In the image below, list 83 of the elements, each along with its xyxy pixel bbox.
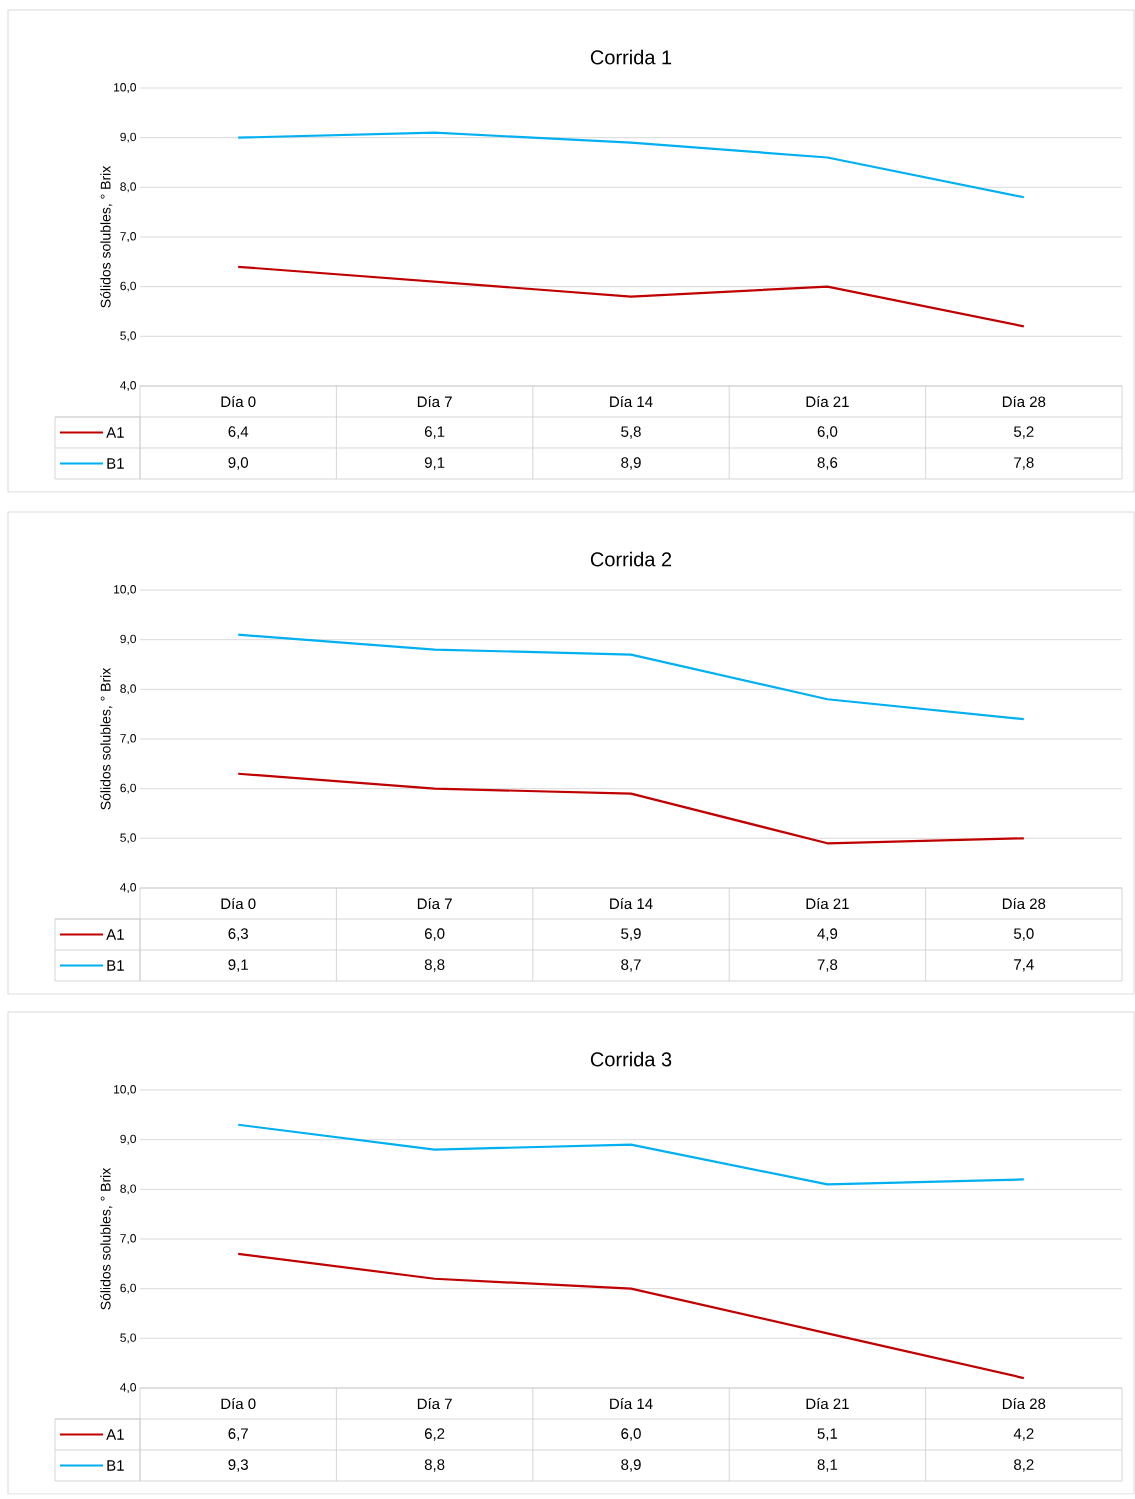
y-tick-label: 10,0 <box>114 585 136 595</box>
y-tick-label: 8,0 <box>120 182 137 193</box>
legend-label: B1 <box>107 458 124 469</box>
x-tick-label: Día 14 <box>610 1397 653 1410</box>
x-tick-label: Día 14 <box>610 897 653 910</box>
y-axis-title: Sólidos solubles, ° Brix <box>100 165 113 308</box>
data-label: 9,1 <box>228 959 248 972</box>
data-label: 7,8 <box>817 959 838 972</box>
x-tick-label: Día 21 <box>806 897 849 910</box>
data-label: 8,8 <box>424 959 445 972</box>
data-label: 9,0 <box>228 457 249 470</box>
y-tick-label: 4,0 <box>120 1383 137 1393</box>
data-label: 5,8 <box>621 426 641 439</box>
data-label: 8,2 <box>1014 1459 1034 1472</box>
y-tick-label: 7,0 <box>120 232 137 242</box>
y-tick-label: 10,0 <box>114 83 136 93</box>
y-tick-label: 9,0 <box>120 132 137 143</box>
y-tick-label: 6,0 <box>120 281 137 292</box>
y-tick-label: 9,0 <box>120 634 137 645</box>
data-label: 5,9 <box>621 928 641 941</box>
data-label: 6,1 <box>424 426 445 439</box>
data-label: 8,8 <box>424 1459 445 1472</box>
data-label: 7,8 <box>1014 457 1034 470</box>
legend-label: A1 <box>106 929 124 940</box>
data-label: 7,4 <box>1014 959 1034 972</box>
data-label: 9,3 <box>228 1459 248 1472</box>
y-tick-label: 5,0 <box>120 331 137 342</box>
data-label: 6,0 <box>424 928 445 941</box>
y-tick-label: 10,0 <box>114 1085 136 1095</box>
x-tick-label: Día 0 <box>221 1397 256 1410</box>
line-series <box>237 772 1025 845</box>
data-label: 9,1 <box>424 457 445 470</box>
data-label: 4,9 <box>817 928 838 941</box>
data-label: 8,9 <box>621 457 641 470</box>
x-tick-label: Día 28 <box>1002 395 1046 408</box>
data-label: 5,1 <box>817 1428 838 1441</box>
y-tick-label: 5,0 <box>120 833 137 844</box>
y-tick-label: 7,0 <box>120 734 137 744</box>
data-label: 6,3 <box>228 928 248 941</box>
x-tick-label: Día 14 <box>610 395 653 408</box>
y-tick-label: 8,0 <box>120 684 137 695</box>
x-tick-label: Día 21 <box>806 395 849 408</box>
data-label: 6,2 <box>424 1428 445 1441</box>
y-tick-label: 5,0 <box>120 1333 137 1344</box>
x-tick-label: Día 21 <box>806 1397 849 1410</box>
line-series <box>237 1123 1025 1186</box>
y-tick-label: 7,0 <box>120 1234 137 1244</box>
data-label: 8,6 <box>817 457 838 470</box>
y-axis-title: Sólidos solubles, ° Brix <box>100 1167 113 1310</box>
x-tick-label: Día 0 <box>221 897 256 910</box>
data-label: 8,7 <box>621 959 641 972</box>
x-tick-label: Día 7 <box>417 1397 452 1410</box>
line-series <box>237 1252 1025 1380</box>
line-series <box>237 633 1025 721</box>
y-tick-label: 6,0 <box>120 783 137 794</box>
data-label: 6,0 <box>621 1428 641 1441</box>
y-tick-label: 4,0 <box>120 381 137 391</box>
data-label: 6,0 <box>817 426 838 439</box>
x-tick-label: Día 7 <box>417 395 452 408</box>
data-label: 4,2 <box>1013 1428 1034 1441</box>
y-axis-title: Sólidos solubles, ° Brix <box>100 667 113 810</box>
legend-label: B1 <box>107 1460 124 1471</box>
data-label: 6,4 <box>228 426 249 439</box>
y-tick-label: 4,0 <box>120 883 137 893</box>
x-tick-label: Día 7 <box>417 897 452 910</box>
data-label: 8,9 <box>621 1459 641 1472</box>
data-label: 6,7 <box>228 1428 248 1441</box>
chart-title: Corrida 3 <box>590 1051 672 1067</box>
legend-label: B1 <box>107 960 124 971</box>
chart-title: Corrida 1 <box>590 49 672 65</box>
data-label: 5,2 <box>1013 426 1034 439</box>
chart-title: Corrida 2 <box>590 551 672 567</box>
x-tick-label: Día 0 <box>221 395 256 408</box>
legend-label: A1 <box>106 1429 124 1440</box>
line-series <box>237 131 1025 199</box>
data-label: 8,1 <box>817 1459 838 1472</box>
y-tick-label: 8,0 <box>120 1184 137 1195</box>
y-tick-label: 6,0 <box>120 1283 137 1294</box>
legend-label: A1 <box>106 427 124 438</box>
y-tick-label: 9,0 <box>120 1134 137 1145</box>
data-label: 5,0 <box>1013 928 1034 941</box>
x-tick-label: Día 28 <box>1002 897 1046 910</box>
x-tick-label: Día 28 <box>1002 1397 1046 1410</box>
